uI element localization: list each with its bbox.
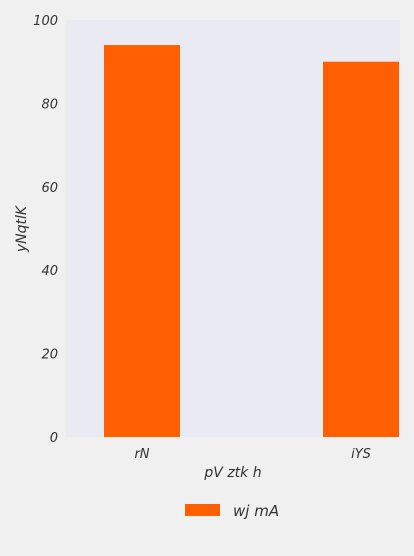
y-tick-label: 100	[33, 14, 58, 29]
x-tick-label: rN	[134, 447, 149, 462]
y-tick-label: 0	[50, 431, 58, 446]
y-axis-ticks: 0 20 40 60 80 100	[33, 14, 58, 446]
x-axis-ticks: rN iYS	[134, 447, 370, 462]
bar	[323, 61, 399, 437]
y-tick-label: 80	[41, 97, 58, 112]
bars-layer	[104, 45, 399, 438]
y-tick-label: 40	[41, 264, 58, 279]
x-tick-label: iYS	[351, 447, 371, 462]
legend-label: wj mA	[233, 502, 279, 520]
x-axis-label: pV ztk h	[203, 465, 261, 481]
legend-swatch	[185, 504, 220, 516]
y-tick-label: 20	[41, 348, 58, 363]
y-tick-label: 60	[41, 181, 58, 196]
bar	[104, 45, 180, 438]
legend: wj mA	[185, 502, 279, 520]
y-axis-label: yNqtlK	[14, 204, 30, 253]
